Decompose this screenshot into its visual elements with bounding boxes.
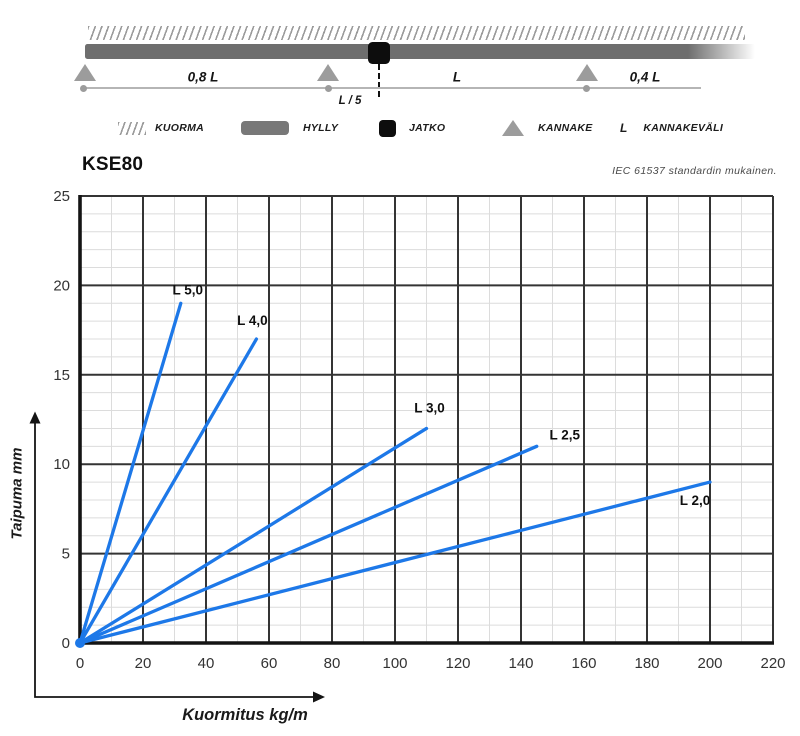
- dimension-dot-left: [79, 84, 87, 92]
- legend-label: KANNAKEVÄLI: [643, 122, 724, 134]
- series-label-2: L 4,0: [237, 313, 268, 328]
- support-triangle-icon: [502, 120, 524, 136]
- legend-label: HYLLY: [303, 122, 339, 134]
- origin-dot: [75, 638, 85, 648]
- series-line-1: [78, 301, 183, 645]
- legend-item-kannake: KANNAKE: [502, 116, 593, 140]
- span1-label: 0,8 L: [187, 69, 219, 85]
- y-tick-label: 20: [53, 277, 70, 294]
- series-line-2: [78, 337, 259, 645]
- series-label-3: L 3,0: [414, 400, 445, 415]
- x-tick-label: 40: [198, 655, 215, 672]
- legend-item-kuorma: KUORMA: [118, 116, 204, 140]
- series-label-4: L 2,5: [549, 427, 580, 442]
- y-tick-label: 5: [62, 546, 70, 563]
- joint-dashed-line: [378, 64, 380, 97]
- x-tick-label: 100: [382, 655, 407, 672]
- diagram-legend: KUORMA HYLLY JATKO KANNAKE L KANNAKEVÄLI: [0, 116, 800, 140]
- y-axis-title: Taipuma mm: [8, 447, 26, 540]
- x-tick-label: 20: [135, 655, 152, 672]
- x-tick-label: 200: [697, 655, 722, 672]
- deflection-chart: 0 20 40 60 80 100 120 140 160 180 200 220 0 5 10 15 20 25…: [0, 176, 800, 736]
- span2-label: L: [452, 69, 462, 85]
- x-tick-label: 220: [760, 655, 785, 672]
- series-line-3: [78, 426, 429, 645]
- axis-arrow: [34, 422, 314, 698]
- x-tick-label: 60: [261, 655, 278, 672]
- series-line-4: [78, 444, 539, 645]
- shelf-beam: [85, 44, 755, 59]
- x-tick-label: 180: [634, 655, 659, 672]
- letter-L-icon: L: [620, 121, 628, 135]
- series-label-5: L 2,0: [680, 493, 711, 508]
- dimension-line: [83, 87, 701, 89]
- up-arrowhead-icon: [29, 411, 41, 424]
- x-tick-label: 160: [571, 655, 596, 672]
- dimension-dot-right: [582, 84, 590, 92]
- legend-label: KANNAKE: [538, 122, 593, 134]
- dimension-dot-middle: [324, 84, 332, 92]
- standard-note: IEC 61537 standardin mukainen.: [612, 165, 777, 177]
- chart-canvas: 0 20 40 60 80 100 120 140 160 180 200 220 0 5 10 15 20 25…: [29, 188, 786, 703]
- y-tick-label: 10: [53, 456, 70, 473]
- x-tick-label: 80: [324, 655, 341, 672]
- right-arrowhead-icon: [313, 691, 325, 703]
- series-line-5: [78, 480, 712, 645]
- y-tick-label: 0: [62, 635, 70, 652]
- support-triangle-left: [74, 64, 96, 81]
- x-tick-label: 140: [508, 655, 533, 672]
- joint-marker: [368, 42, 390, 64]
- legend-label: JATKO: [409, 122, 446, 134]
- legend-label: KUORMA: [155, 122, 205, 134]
- joint-square-icon: [379, 119, 396, 137]
- legend-item-kannakevali: L KANNAKEVÄLI: [620, 116, 723, 140]
- x-tick-label: 0: [76, 655, 84, 672]
- legend-item-hylly: HYLLY: [241, 116, 338, 140]
- y-tick-label: 15: [53, 367, 70, 384]
- joint-offset-label: L / 5: [338, 95, 362, 107]
- shelf-bar-icon: [241, 121, 289, 135]
- chart-title: KSE80: [82, 154, 144, 175]
- hatch-load-icon: [118, 121, 146, 135]
- support-triangle-middle: [317, 64, 339, 81]
- load-hatch: [88, 26, 745, 40]
- y-tick-label: 25: [53, 188, 70, 205]
- support-triangle-right: [576, 64, 598, 81]
- beam-diagram: 0,8 L L / 5 L 0,4 L: [0, 0, 800, 150]
- series-label-1: L 5,0: [173, 282, 204, 297]
- x-tick-label: 120: [445, 655, 470, 672]
- x-axis-title: Kuormitus kg/m: [182, 706, 308, 724]
- legend-item-jatko: JATKO: [379, 116, 445, 140]
- span3-label: 0,4 L: [629, 69, 661, 85]
